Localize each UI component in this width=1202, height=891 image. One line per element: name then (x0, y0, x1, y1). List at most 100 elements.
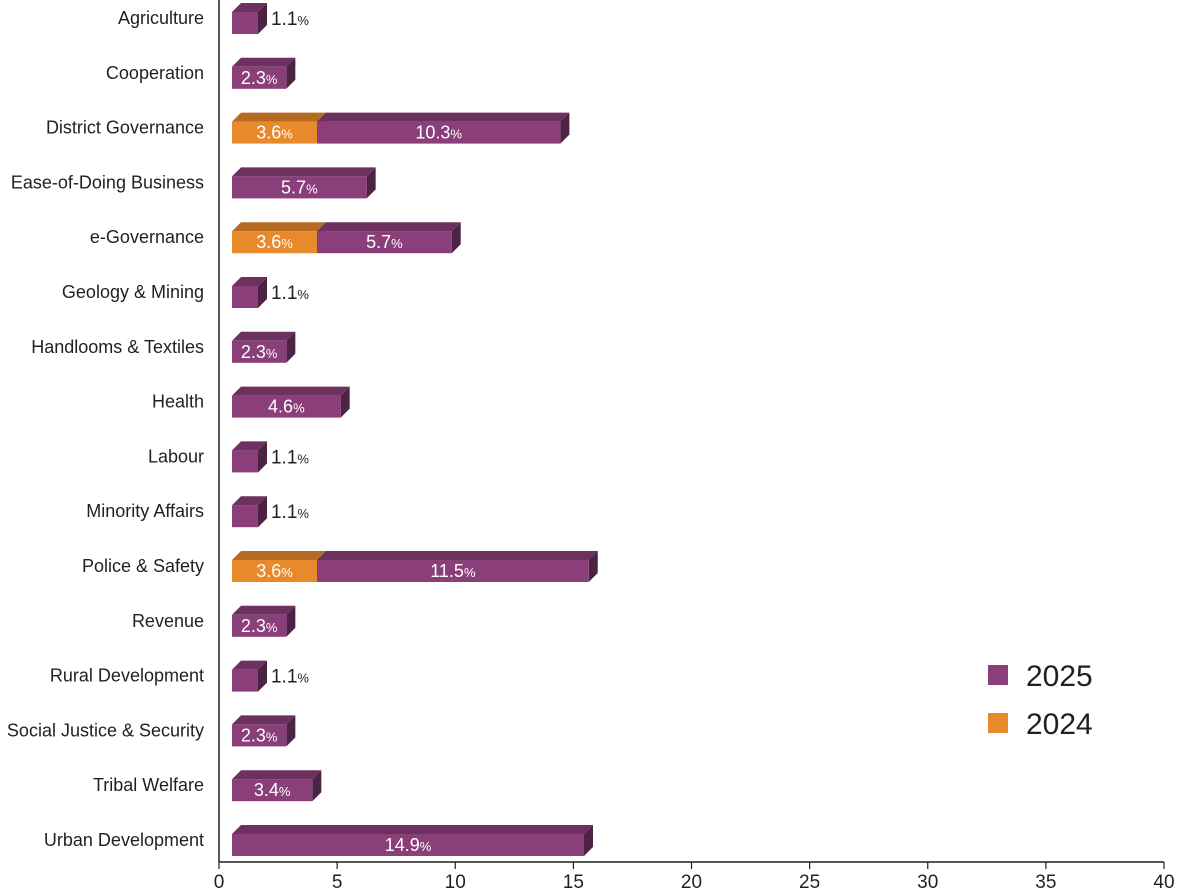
bar-front-face (232, 450, 258, 473)
data-label-suffix: % (297, 506, 309, 521)
legend-swatch-2025 (988, 665, 1008, 685)
bar-front-face (232, 340, 287, 363)
x-tick-label: 5 (332, 872, 343, 891)
bar-top-face (317, 551, 598, 560)
data-label-suffix: % (266, 729, 278, 744)
data-label-suffix: % (464, 565, 476, 580)
category-label-labour: Labour (148, 446, 204, 466)
data-label-value: 4.6 (268, 397, 293, 417)
bar-front-face (232, 724, 287, 747)
data-label-suffix: % (391, 236, 403, 251)
data-label-suffix: % (297, 451, 309, 466)
bar-2025-labour (232, 441, 267, 473)
bar-2025-tribal-welfare (232, 770, 322, 802)
bar-side-face (312, 770, 322, 802)
category-label-handlooms-textiles: Handlooms & Textiles (31, 337, 204, 357)
bar-front-face (232, 614, 287, 637)
bar-2025-ease-of-doing-business (232, 167, 376, 199)
data-label-value: 1.1 (271, 667, 297, 688)
bar-front-face (232, 560, 318, 582)
data-label-2024-police-safety: 3.6% (256, 561, 293, 581)
bar-side-face (366, 167, 376, 199)
data-label-value: 2.3 (241, 725, 266, 745)
data-label-suffix: % (266, 346, 278, 361)
bar-front-face (232, 286, 258, 308)
bar-top-face (232, 551, 327, 560)
bar-top-face (232, 57, 296, 67)
data-label-2025-rural-development: 1.1% (271, 667, 309, 688)
bar-2025-district-governance (317, 112, 570, 144)
bar-side-face (257, 496, 267, 528)
legend-swatch-2024 (988, 713, 1008, 733)
data-label-2025-social-justice-security: 2.3% (241, 725, 278, 745)
bar-side-face (257, 3, 267, 34)
bar-2025-urban-development (232, 825, 594, 856)
data-label-value: 11.5 (430, 561, 464, 581)
category-label-agriculture: Agriculture (118, 8, 204, 28)
data-label-value: 2.3 (241, 616, 266, 636)
bar-top-face (232, 660, 267, 670)
data-label-2024-district-governance: 3.6% (256, 123, 293, 143)
data-label-value: 1.1 (271, 9, 297, 30)
bar-front-face (317, 121, 561, 144)
bar-top-face (232, 112, 327, 122)
bar-front-face (232, 669, 258, 692)
bar-top-face (317, 222, 461, 232)
bar-top-face (232, 222, 327, 232)
bar-side-face (588, 551, 598, 582)
data-label-value: 3.6 (256, 561, 281, 581)
bar-side-face (584, 825, 594, 856)
bar-2025-revenue (232, 605, 296, 637)
x-tick-label: 15 (563, 872, 584, 891)
data-label-value: 1.1 (271, 502, 297, 523)
bar-side-face (286, 715, 296, 747)
bar-top-face (232, 277, 267, 286)
bar-front-face (232, 505, 258, 528)
bar-front-face (317, 560, 589, 582)
bar-top-face (232, 441, 267, 451)
bar-side-face (286, 331, 296, 363)
data-label-2025-revenue: 2.3% (241, 616, 278, 636)
bar-2025-geology-mining (232, 277, 267, 308)
bar-top-face (232, 770, 322, 780)
bar-2025-cooperation (232, 57, 296, 89)
data-label-value: 10.3 (415, 123, 450, 143)
data-label-value: 5.7 (281, 177, 306, 197)
x-tick-label: 10 (445, 872, 466, 891)
data-label-suffix: % (279, 784, 291, 799)
x-tick-label: 0 (214, 872, 225, 891)
data-label-value: 2.3 (241, 342, 266, 362)
data-label-2025-cooperation: 2.3% (241, 68, 278, 88)
data-label-suffix: % (297, 13, 309, 28)
category-label-urban-development: Urban Development (44, 830, 204, 850)
bar-2025-social-justice-security (232, 715, 296, 747)
data-label-suffix: % (281, 565, 293, 580)
data-label-2025-agriculture: 1.1% (271, 9, 309, 30)
bar-side-face (340, 386, 350, 418)
data-label-2025-handlooms-textiles: 2.3% (241, 342, 278, 362)
category-label-social-justice-security: Social Justice & Security (7, 720, 204, 740)
data-label-suffix: % (266, 620, 278, 635)
data-label-2025-district-governance: 10.3% (415, 123, 462, 143)
category-label-cooperation: Cooperation (106, 63, 204, 83)
bar-front-face (232, 176, 367, 199)
bar-front-face (232, 66, 287, 89)
data-label-suffix: % (420, 839, 432, 854)
bar-side-face (286, 605, 296, 637)
data-label-suffix: % (306, 181, 318, 196)
data-label-suffix: % (281, 236, 293, 251)
data-label-2025-urban-development: 14.9% (385, 835, 432, 855)
category-label-rural-development: Rural Development (50, 666, 204, 686)
category-label-ease-of-doing-business: Ease-of-Doing Business (11, 172, 204, 192)
data-label-suffix: % (450, 127, 462, 142)
bar-top-face (317, 112, 570, 122)
data-label-2025-police-safety: 11.5% (430, 561, 476, 581)
data-label-2024-e-governance: 3.6% (256, 232, 293, 252)
data-label-2025-labour: 1.1% (271, 447, 309, 468)
x-tick-label: 30 (917, 872, 938, 891)
legend: 2025 2024 (988, 660, 1093, 741)
bars-layer (232, 3, 598, 856)
labels-layer: Agriculture 1.1% Cooperation 2.3% District G… (7, 8, 476, 855)
data-label-2025-minority-affairs: 1.1% (271, 502, 309, 523)
